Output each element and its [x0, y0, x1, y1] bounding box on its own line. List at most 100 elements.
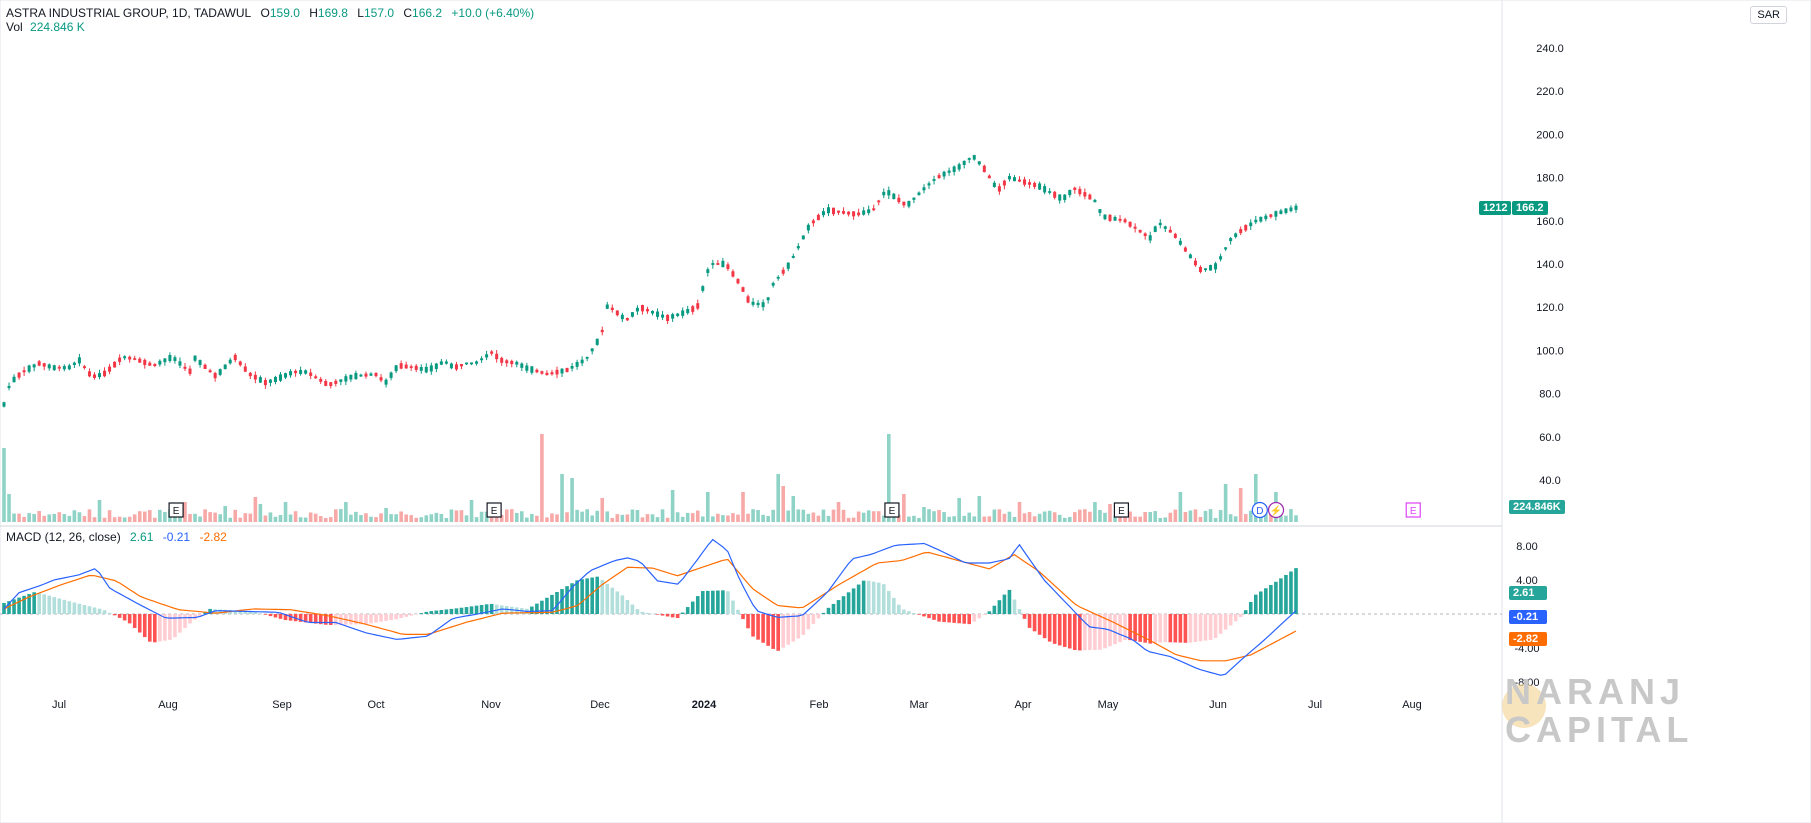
candle-body — [570, 365, 574, 369]
candle-body — [480, 358, 484, 361]
macd-histogram-bar — [479, 604, 484, 614]
volume-bar — [1093, 502, 1097, 522]
time-tick-label: May — [1098, 699, 1119, 711]
macd-histogram-bar — [424, 611, 429, 614]
volume-bar — [404, 514, 408, 522]
symbol-title[interactable]: ASTRA INDUSTRIAL GROUP, 1D, TADAWUL — [6, 6, 252, 20]
candle-body — [766, 297, 770, 301]
volume-bar — [1158, 517, 1163, 522]
macd-histogram-bar — [183, 614, 187, 629]
candle-body — [691, 306, 695, 312]
volume-bar — [17, 513, 21, 522]
macd-histogram-bar — [469, 606, 474, 614]
earnings-marker[interactable]: E — [486, 502, 502, 518]
candle-body — [1188, 254, 1192, 259]
candle-body — [304, 370, 308, 374]
volume-bar — [1193, 509, 1198, 522]
candle-body — [1214, 263, 1218, 270]
currency-button[interactable]: SAR — [1750, 6, 1787, 24]
macd-histogram-bar — [937, 614, 941, 622]
volume-bar — [479, 511, 484, 522]
candle-body — [2, 402, 6, 407]
macd-histogram-bar — [278, 614, 283, 619]
volume-bar — [183, 502, 187, 522]
macd-label[interactable]: MACD (12, 26, close) — [6, 530, 121, 544]
macd-histogram-bar — [142, 614, 147, 638]
volume-bar — [188, 514, 192, 522]
candle-body — [1259, 216, 1263, 222]
macd-histogram-bar — [957, 614, 961, 624]
volume-bar — [655, 517, 660, 522]
price-tick-label: 140.0 — [1536, 259, 1564, 271]
macd-histogram-bar — [650, 613, 655, 615]
volume-bar — [163, 512, 167, 522]
high-value: 169.8 — [317, 6, 348, 20]
earnings-marker-box — [486, 502, 502, 518]
event-marker-label: E — [1410, 506, 1417, 517]
volume-bar — [706, 492, 710, 522]
candle-body — [138, 358, 142, 363]
macd-histogram-bar — [1088, 614, 1092, 651]
volume-bar — [283, 502, 288, 522]
volume-bar — [42, 515, 47, 522]
volume-bar — [7, 494, 11, 522]
macd-histogram-bar — [399, 614, 403, 619]
macd-histogram-bar — [1042, 614, 1047, 639]
earnings-marker[interactable]: E — [1405, 502, 1421, 518]
time-tick-label: Nov — [481, 699, 501, 711]
split-marker[interactable]: ⚡ — [1267, 501, 1285, 519]
volume-bar — [866, 510, 871, 522]
candle-body — [213, 372, 217, 379]
volume-bar — [831, 509, 836, 522]
candle-body — [741, 287, 745, 292]
volume-bar — [27, 513, 31, 522]
earnings-marker[interactable]: E — [168, 502, 184, 518]
macd-histogram-bar — [328, 614, 333, 625]
signal-line-value: -2.82 — [199, 530, 227, 544]
macd-histogram-bar — [258, 613, 263, 614]
earnings-marker[interactable]: E — [884, 502, 900, 518]
volume-bar — [1253, 474, 1258, 522]
volume-bar — [142, 511, 147, 522]
candle-body — [701, 286, 705, 291]
earnings-marker[interactable]: E — [1113, 502, 1130, 518]
volume-bar — [268, 512, 273, 522]
dividend-marker[interactable]: D — [1251, 501, 1268, 519]
candle-body — [1183, 247, 1187, 252]
macd-histogram-bar — [1243, 610, 1248, 614]
price-tick-label: 160.0 — [1536, 216, 1564, 228]
volume-bar — [1223, 484, 1228, 522]
macd-histogram-bar — [52, 597, 57, 614]
symbol-code-tag: 1212 — [1479, 201, 1512, 215]
macd-histogram-bar — [384, 614, 388, 621]
candle-body — [651, 310, 655, 314]
candle-body — [540, 371, 544, 374]
volume-bar — [258, 504, 263, 522]
volume-bar — [122, 517, 127, 522]
axes: 240.0 220.0 200.0 180.0 160.0 140.0 120.0 100.0… — [52, 43, 1564, 711]
volume-bar — [610, 517, 615, 522]
macd-histogram-bar — [1017, 609, 1022, 614]
earnings-marker-box — [1113, 502, 1130, 518]
macd-histogram-bar — [57, 598, 62, 614]
volume-bar — [1188, 510, 1193, 522]
volume-bar — [881, 515, 886, 522]
watermark: NARANJ CAPITAL — [1505, 673, 1693, 749]
candle-body — [444, 361, 448, 364]
candle-body — [686, 309, 690, 314]
macd-histogram-bar — [967, 614, 972, 625]
candle-body — [852, 211, 856, 217]
candle-body — [1284, 208, 1288, 213]
candle-body — [1234, 233, 1238, 238]
volume-bar — [349, 514, 353, 522]
volume-bar — [414, 517, 419, 522]
candle-body — [289, 371, 293, 376]
volume-bar — [1248, 510, 1253, 522]
volume-bar — [22, 516, 26, 522]
earnings-marker-box — [1405, 502, 1421, 518]
macd-pane — [2, 538, 1298, 676]
volume-bar — [635, 510, 640, 522]
volume-bar — [1294, 515, 1298, 522]
